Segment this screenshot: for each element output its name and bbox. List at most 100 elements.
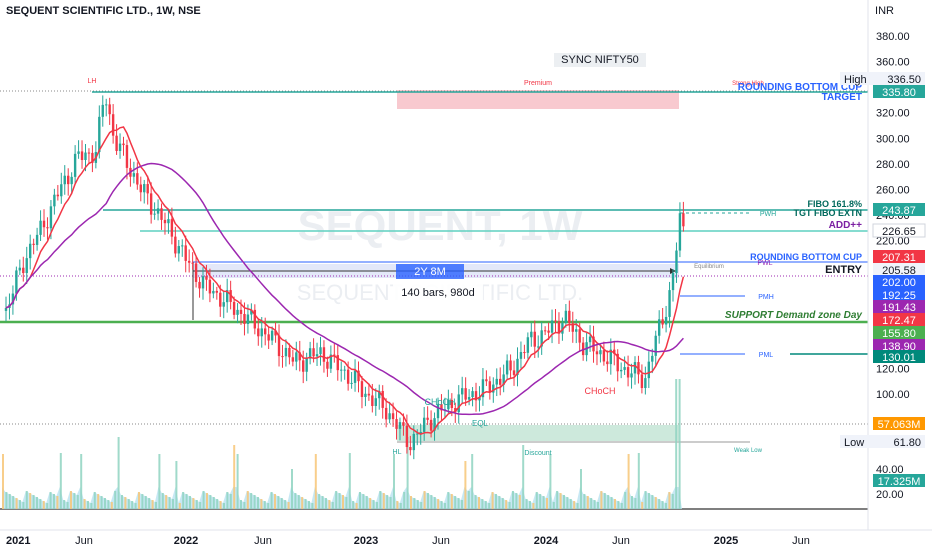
candle-body xyxy=(540,330,543,347)
candle-body xyxy=(18,267,22,271)
volume-bar xyxy=(376,502,378,509)
candle-body xyxy=(581,342,585,356)
candle-body xyxy=(630,373,633,378)
candle-body xyxy=(568,310,571,324)
volume-bar xyxy=(246,491,249,509)
candle-body xyxy=(291,357,295,362)
volume-bar xyxy=(444,503,446,509)
candle-body xyxy=(485,379,488,382)
volume-bar xyxy=(525,499,528,509)
volume-bar xyxy=(450,494,453,509)
rounding-entry-label: ROUNDING BOTTOM CUP xyxy=(750,252,862,262)
volume-bar xyxy=(287,502,290,509)
volume-bar xyxy=(607,495,610,509)
volume-bar xyxy=(104,498,106,509)
volume-bar xyxy=(603,493,606,509)
price-tag-label: High xyxy=(844,74,867,86)
candle-body xyxy=(488,381,492,393)
candle-body xyxy=(194,263,198,282)
candle-body xyxy=(4,307,8,311)
candle-body xyxy=(153,213,156,215)
x-tick-label: Jun xyxy=(612,535,630,547)
bars-label-bg xyxy=(393,283,483,301)
price-tag-value: 17.325M xyxy=(878,476,921,488)
volume-bar xyxy=(396,501,399,509)
volume-bar xyxy=(542,496,545,509)
candle-body xyxy=(530,331,533,338)
candle-body xyxy=(668,290,671,317)
volume-bar xyxy=(678,379,681,509)
volume-bar xyxy=(70,491,72,509)
candle-body xyxy=(170,219,174,237)
volume-bar xyxy=(110,502,113,509)
price-tag-bg xyxy=(873,339,925,352)
candle-body xyxy=(267,334,270,341)
volume-bar xyxy=(433,497,436,509)
volume-bar xyxy=(624,492,627,509)
volume-bar xyxy=(515,493,518,509)
price-tag-bg xyxy=(873,85,925,98)
candle-body xyxy=(319,347,322,355)
candle-body xyxy=(295,352,298,362)
volume-bar xyxy=(627,454,630,509)
candle-body xyxy=(502,374,505,385)
volume-bar xyxy=(471,454,474,509)
candle-body xyxy=(239,309,243,314)
candle-body xyxy=(39,220,42,235)
volume-bar xyxy=(379,491,382,509)
candle-body xyxy=(633,362,637,374)
price-tag-value: 226.65 xyxy=(882,226,916,238)
candle-body xyxy=(550,320,554,333)
volume-bar xyxy=(277,496,280,509)
volume-bar xyxy=(243,502,246,509)
candle-body xyxy=(561,322,564,334)
volume-bar xyxy=(107,500,110,509)
volume-bar xyxy=(19,500,21,509)
candle-body xyxy=(512,370,516,375)
price-tag-value: 243.87 xyxy=(882,205,916,217)
candle-body xyxy=(364,393,367,397)
currency-label[interactable]: INR xyxy=(875,5,894,17)
volume-bar xyxy=(141,494,144,509)
candle-body xyxy=(329,354,333,369)
volume-bar xyxy=(410,496,412,509)
candle-body xyxy=(447,399,450,410)
candle-body xyxy=(436,404,440,419)
candle-body xyxy=(156,208,160,214)
volume-bar xyxy=(42,501,45,509)
x-tick-label: Jun xyxy=(254,535,272,547)
volume-bar xyxy=(518,495,521,509)
candle-body xyxy=(281,356,284,358)
volume-bar xyxy=(93,492,96,509)
volume-bar xyxy=(151,500,154,509)
volume-bar xyxy=(263,501,266,509)
volume-bar xyxy=(331,502,334,509)
sync-badge[interactable]: SYNC NIFTY50 xyxy=(554,53,646,67)
volume-bar xyxy=(36,497,38,509)
volume-bar xyxy=(352,501,355,509)
pwl-label: PWL xyxy=(757,260,772,267)
candle-body xyxy=(575,329,578,332)
axis-corner xyxy=(869,531,932,550)
candle-body xyxy=(353,370,357,383)
candle-body xyxy=(63,175,66,185)
volume-bar xyxy=(90,503,93,509)
candle-body xyxy=(623,367,626,370)
volume-bar xyxy=(216,499,219,509)
candle-body xyxy=(346,369,350,384)
volume-bar xyxy=(202,491,205,509)
candle-body xyxy=(25,258,28,274)
volume-bar xyxy=(280,498,283,509)
x-tick-label: 2022 xyxy=(174,535,198,547)
volume-bar xyxy=(335,491,338,509)
volume-bar xyxy=(328,500,331,509)
candle-body xyxy=(609,349,612,365)
candle-body xyxy=(384,407,388,420)
candle-body xyxy=(409,447,412,451)
volume-bar xyxy=(467,491,470,509)
price-tag-label: Low xyxy=(844,437,864,449)
candle-body xyxy=(225,290,229,303)
candle-body xyxy=(326,361,329,369)
